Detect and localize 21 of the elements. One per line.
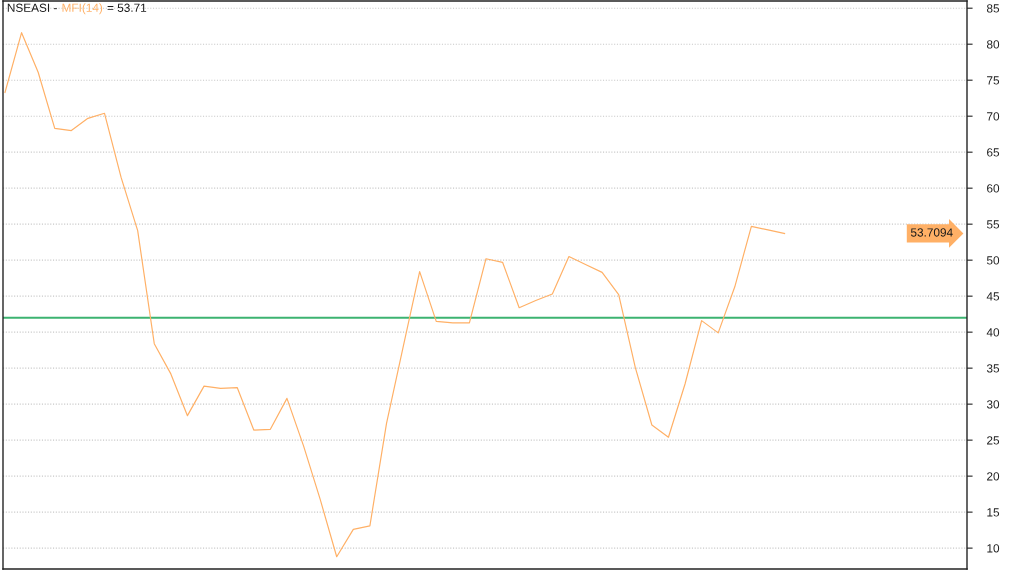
y-tick-label: 65 [987,148,1000,157]
y-tick-label: 25 [987,436,1000,445]
y-tick-label: 15 [987,508,1000,517]
y-tick-label: 80 [986,40,1000,49]
y-tick-label: 75 [987,76,1000,85]
y-tick-label: 20 [987,472,1000,481]
y-tick-label: 40 [986,328,1000,337]
y-tick-label: 10 [987,544,1000,553]
y-tick-label: 85 [986,4,1000,13]
line-series [4,32,786,558]
y-tick-label: 35 [986,364,1000,373]
text: MFI(14) [62,3,103,15]
y-tick-label: 55 [986,220,1000,229]
chart-title: NSEASI - [7,3,57,12]
y-tick-label: 30 [986,400,1000,409]
y-tick-label: 45 [986,292,1000,301]
y-tick-label: 50 [986,256,1000,265]
text: 53.7094 [910,228,953,237]
y-tick-label: 60 [987,184,1000,193]
annotation: = 53.71 [107,3,147,12]
y-tick-label: 70 [987,112,1000,121]
